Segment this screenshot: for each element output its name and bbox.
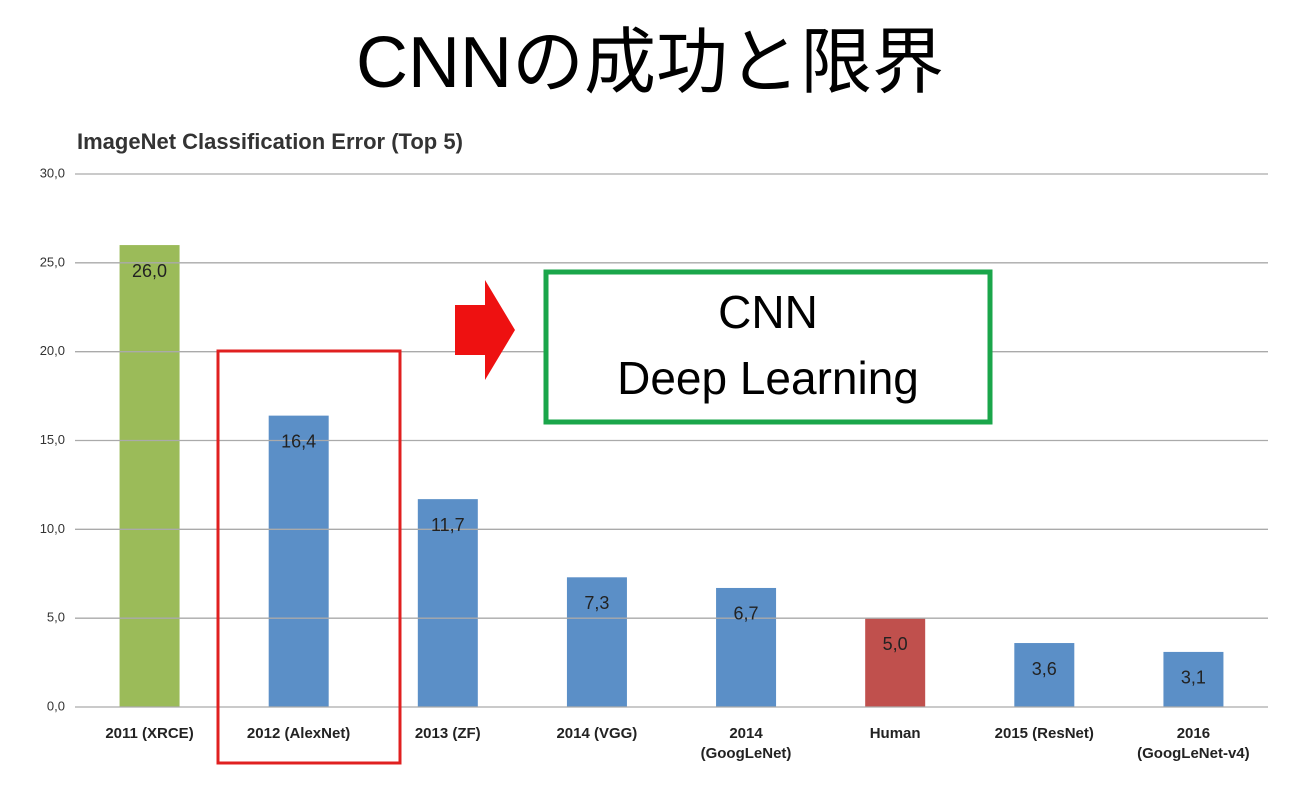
y-tick-label: 5,0 xyxy=(47,610,65,625)
value-label: 3,1 xyxy=(1181,668,1206,688)
bar xyxy=(1163,651,1224,707)
bar xyxy=(716,587,777,707)
annotation-box xyxy=(543,269,993,425)
bar xyxy=(566,577,627,707)
slide-title: CNNの成功と限界 xyxy=(356,23,944,103)
y-tick-label: 25,0 xyxy=(40,254,65,269)
value-label: 11,7 xyxy=(431,515,465,535)
bar xyxy=(268,415,329,707)
x-tick-label: 2012 (AlexNet) xyxy=(246,725,351,742)
y-tick-label: 10,0 xyxy=(40,521,65,536)
value-label: 26,0 xyxy=(132,261,167,281)
x-tick-label: Human xyxy=(869,725,921,742)
value-label: 7,3 xyxy=(584,593,609,613)
bar xyxy=(417,499,478,707)
value-label: 5,0 xyxy=(883,634,908,654)
x-tick-label: 2014 (GoogLeNet) xyxy=(700,725,792,762)
y-tick-label: 20,0 xyxy=(40,343,65,358)
bar xyxy=(1014,643,1075,707)
x-tick-label: 2011 (XRCE) xyxy=(105,725,194,742)
x-tick-label: 2014 (VGG) xyxy=(556,725,638,742)
annotation-text: CNN xyxy=(718,286,818,338)
value-label: 6,7 xyxy=(734,604,759,624)
chart-title: ImageNet Classification Error (Top 5) xyxy=(77,129,463,154)
x-tick-label: 2016 (GoogLeNet-v4) xyxy=(1137,725,1250,762)
bar xyxy=(865,618,926,707)
y-tick-label: 15,0 xyxy=(40,432,65,447)
value-label: 16,4 xyxy=(281,431,316,451)
x-tick-label: 2013 (ZF) xyxy=(414,725,481,742)
arrow xyxy=(455,280,515,380)
annotation-text: Deep Learning xyxy=(617,352,919,404)
y-tick-label: 30,0 xyxy=(40,165,65,180)
value-label: 3,6 xyxy=(1032,659,1057,679)
highlight-box xyxy=(216,349,402,765)
bar xyxy=(119,245,180,708)
x-tick-label: 2015 (ResNet) xyxy=(994,725,1094,742)
y-tick-label: 0,0 xyxy=(47,698,65,713)
